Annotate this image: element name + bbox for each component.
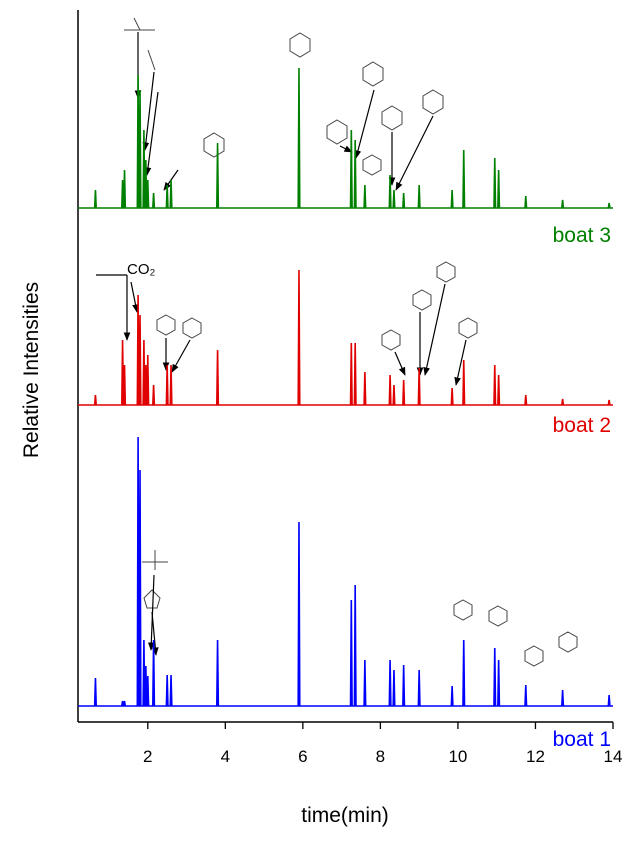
x-tick-label: 4 [221,747,230,766]
annotation: CO₂ [127,261,156,278]
legend-label: boat 1 [553,728,611,751]
x-axis-label: time(min) [301,804,389,827]
legend-label: boat 3 [553,224,611,247]
x-tick-label: 8 [376,747,385,766]
x-tick-label: 12 [526,747,545,766]
trace [78,436,613,707]
x-tick-label: 2 [143,747,152,766]
legend-label: boat 2 [553,414,611,437]
structure-icons [124,17,578,667]
trace [78,67,613,209]
x-tick-label: 6 [298,747,307,766]
x-tick-label: 14 [604,747,623,766]
y-axis-label: Relative Intensities [20,282,43,458]
trace [78,269,613,406]
x-tick-label: 10 [448,747,467,766]
annotation-arrows [96,32,467,656]
